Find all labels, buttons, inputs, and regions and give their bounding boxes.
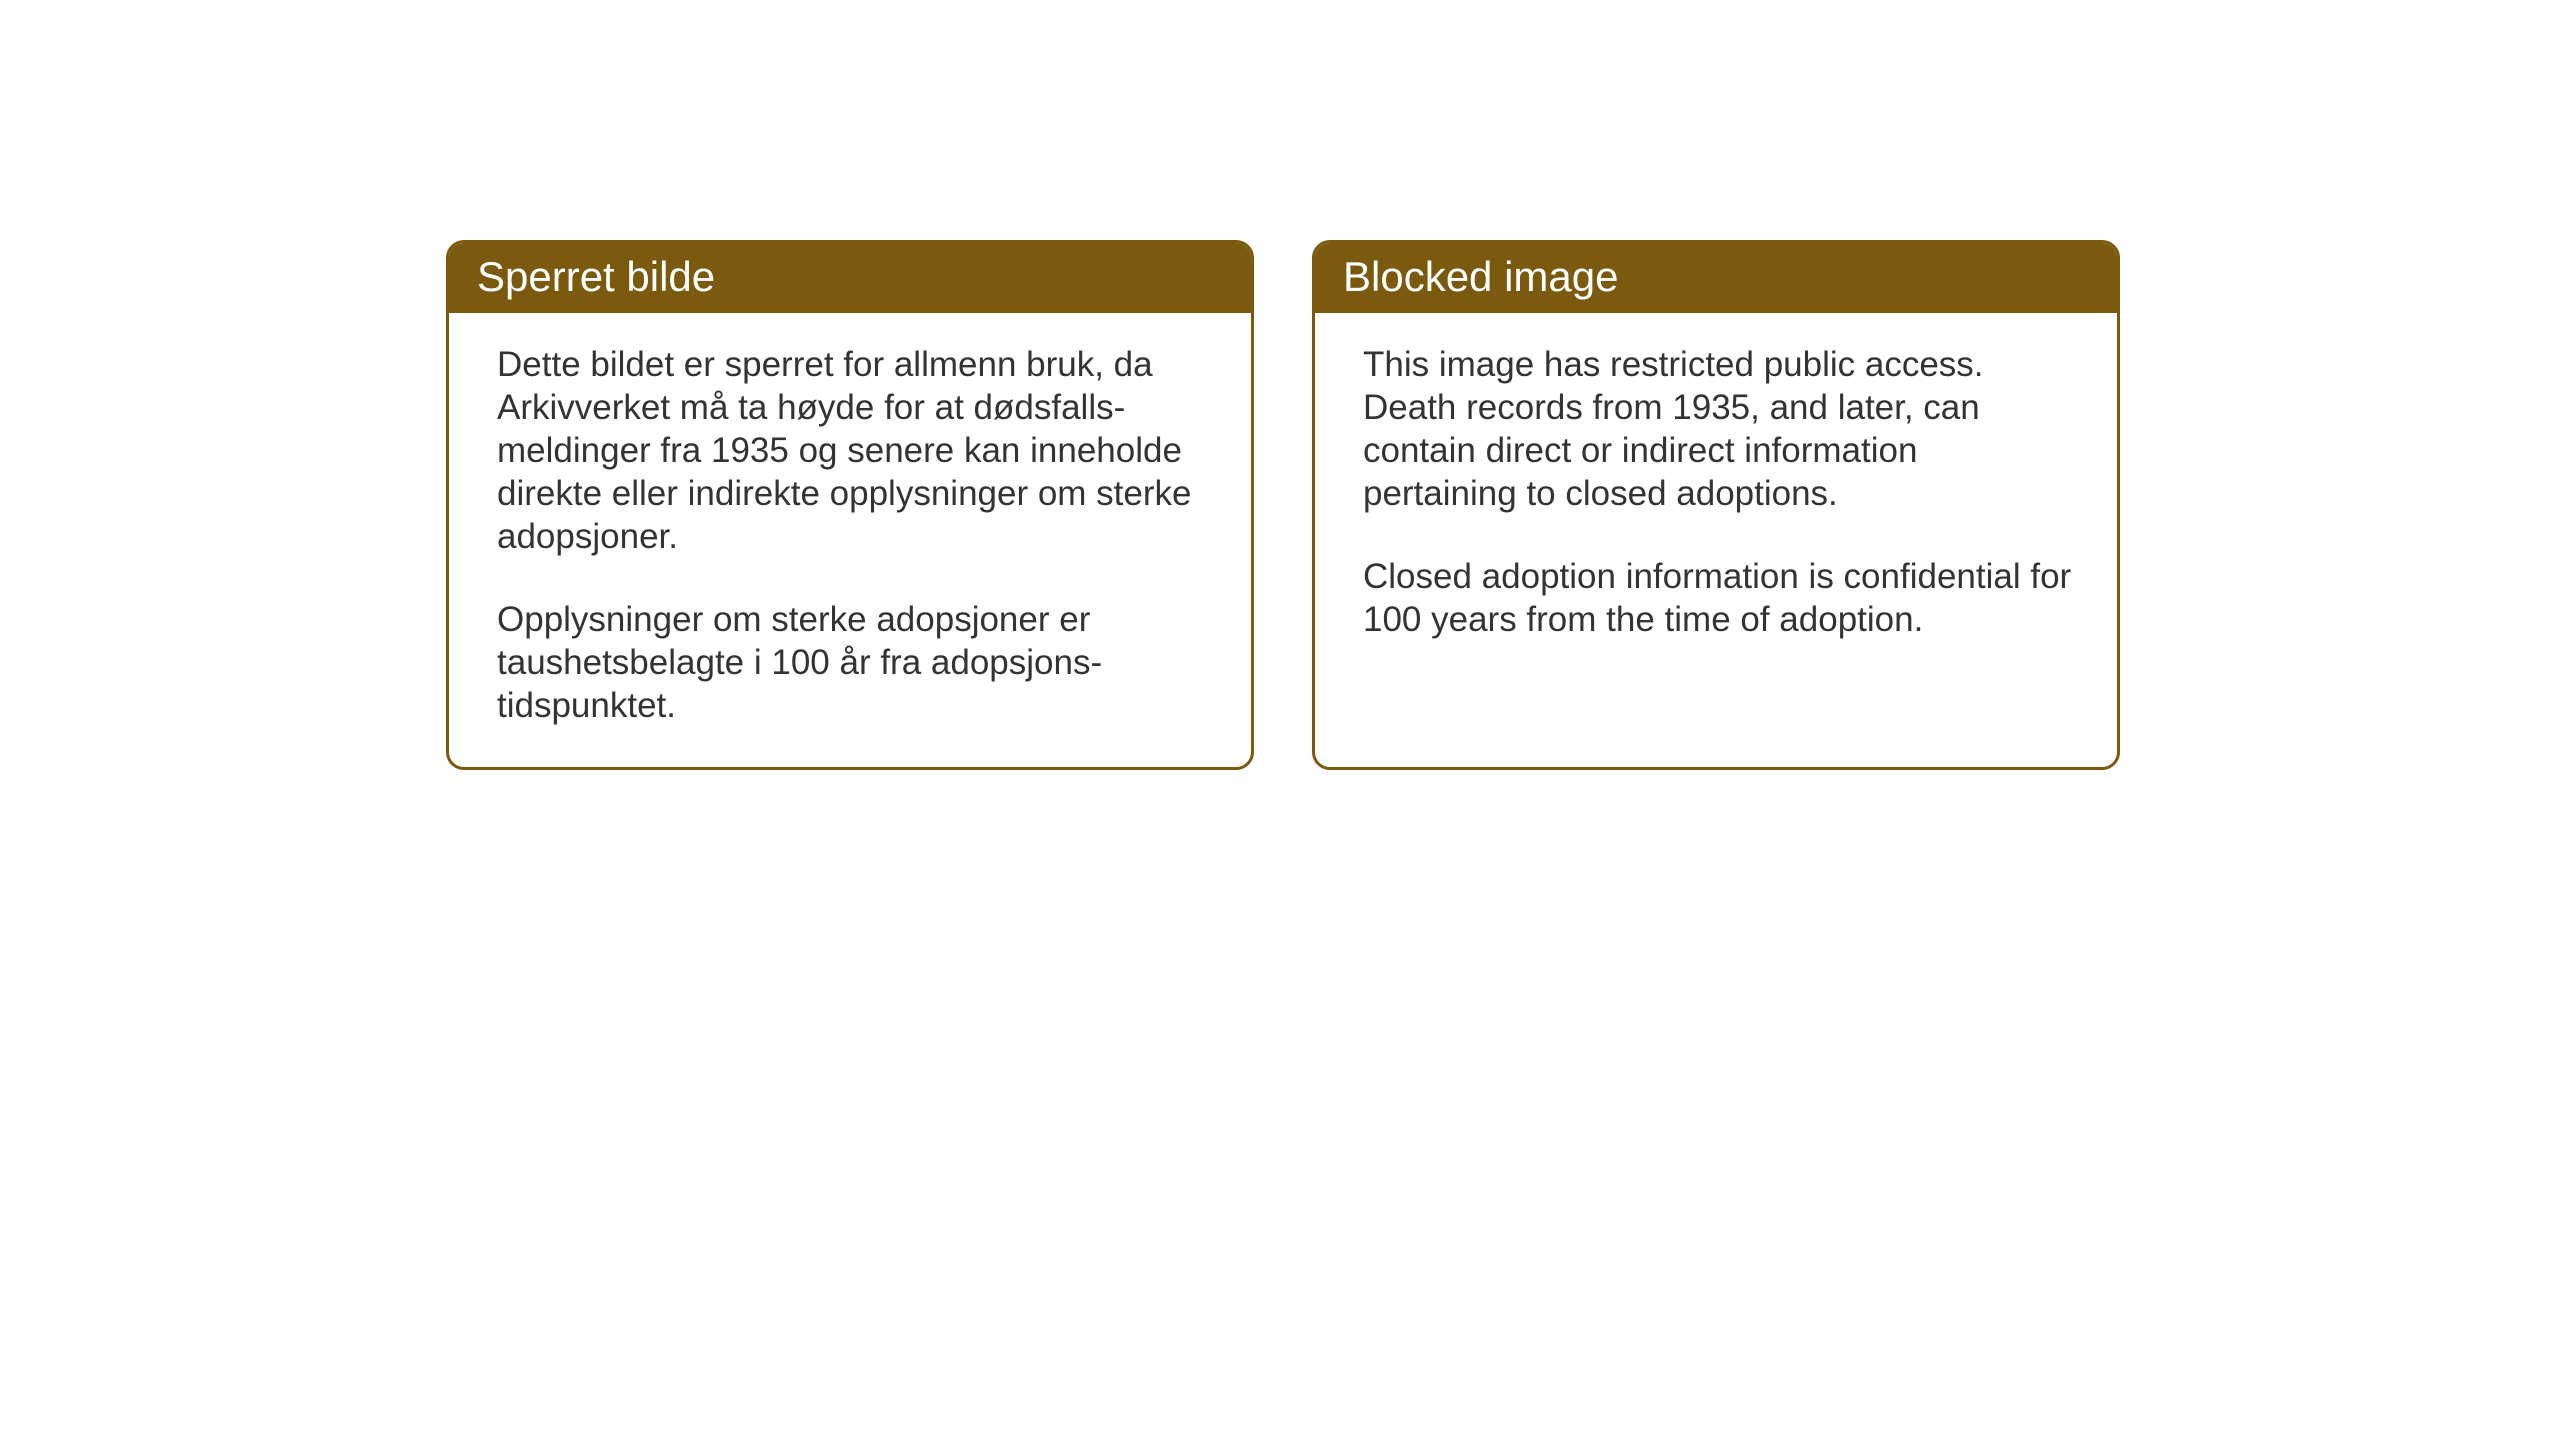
- card-paragraph-english-1: This image has restricted public access.…: [1363, 343, 2073, 515]
- card-body-norwegian: Dette bildet er sperret for allmenn bruk…: [449, 313, 1251, 767]
- card-header-english: Blocked image: [1315, 243, 2117, 313]
- card-title-norwegian: Sperret bilde: [477, 253, 715, 300]
- card-paragraph-english-2: Closed adoption information is confident…: [1363, 555, 2073, 641]
- cards-container: Sperret bilde Dette bildet er sperret fo…: [446, 240, 2120, 770]
- card-header-norwegian: Sperret bilde: [449, 243, 1251, 313]
- card-body-english: This image has restricted public access.…: [1315, 313, 2117, 681]
- card-norwegian: Sperret bilde Dette bildet er sperret fo…: [446, 240, 1254, 770]
- card-english: Blocked image This image has restricted …: [1312, 240, 2120, 770]
- card-paragraph-norwegian-2: Opplysninger om sterke adopsjoner er tau…: [497, 598, 1207, 727]
- card-title-english: Blocked image: [1343, 253, 1618, 300]
- card-paragraph-norwegian-1: Dette bildet er sperret for allmenn bruk…: [497, 343, 1207, 558]
